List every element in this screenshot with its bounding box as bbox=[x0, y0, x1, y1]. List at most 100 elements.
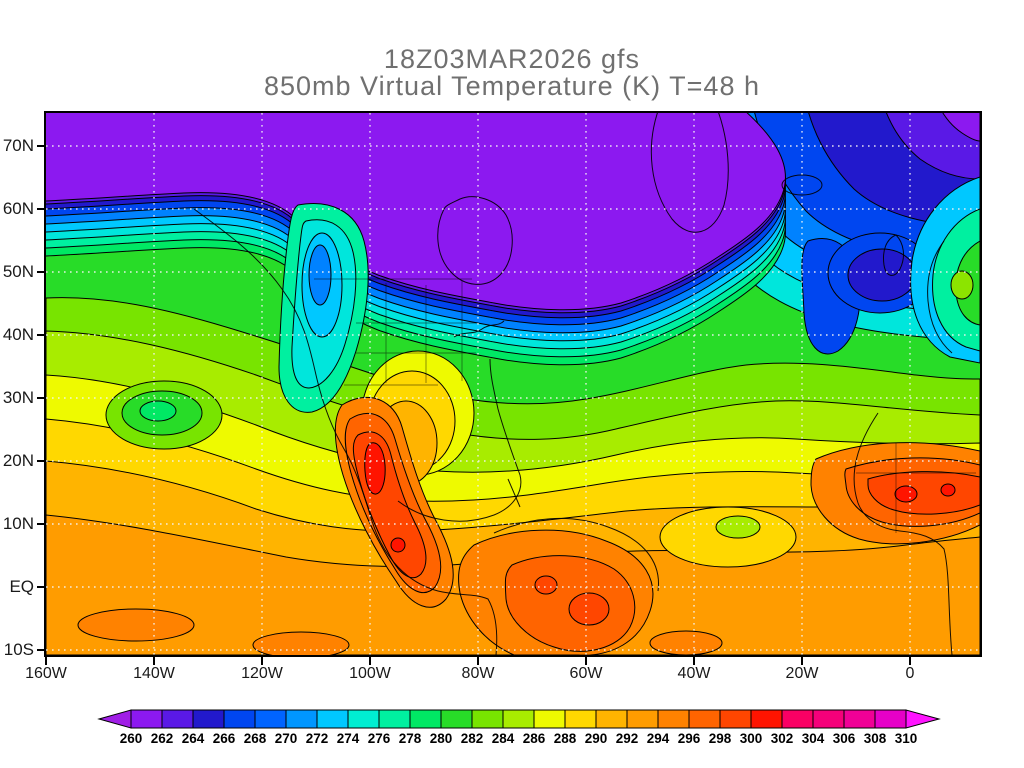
colorbar-tick-label: 296 bbox=[678, 731, 701, 746]
lat-label: 30N bbox=[2, 388, 34, 407]
colorbar-cell bbox=[905, 709, 941, 729]
colorbar-tick-label: 290 bbox=[585, 731, 608, 746]
lon-label: 20W bbox=[785, 665, 819, 682]
colorbar-cell bbox=[285, 709, 318, 729]
colorbar-tick-label: 292 bbox=[616, 731, 639, 746]
africa-hot-blob-shape bbox=[894, 485, 918, 503]
lon-tick bbox=[153, 657, 155, 665]
lon-label: 160W bbox=[25, 665, 67, 682]
temperature-contour-map bbox=[46, 113, 980, 655]
scandinavia-strips-shape bbox=[950, 270, 974, 300]
pacific-green-eddy bbox=[105, 380, 223, 450]
tropic-texture-patches-shape bbox=[77, 608, 195, 642]
colorbar-tick-label: 274 bbox=[337, 731, 360, 746]
coastlines-shape bbox=[781, 174, 823, 196]
lat-label: 70N bbox=[2, 136, 34, 155]
colorbar-tick-label: 272 bbox=[306, 731, 329, 746]
colorbar-cell bbox=[626, 709, 659, 729]
colorbar-cell bbox=[843, 709, 876, 729]
lon-tick bbox=[693, 657, 695, 665]
colorbar-tick-label: 298 bbox=[709, 731, 732, 746]
south-america-hot-blob-shape bbox=[534, 575, 558, 595]
colorbar-tick-label: 294 bbox=[647, 731, 670, 746]
colorbar-tick-label: 270 bbox=[275, 731, 298, 746]
lat-tick bbox=[37, 586, 45, 588]
lon-label: 140W bbox=[133, 665, 175, 682]
coastlines-shape bbox=[489, 358, 521, 476]
colorbar-tick-label: 284 bbox=[492, 731, 515, 746]
coastlines-shape bbox=[927, 240, 953, 354]
colorbar-tick-label: 286 bbox=[523, 731, 546, 746]
pacific-green-eddy-shape bbox=[139, 400, 177, 422]
coastlines bbox=[193, 113, 953, 655]
colorbar-tick-label: 306 bbox=[833, 731, 856, 746]
lat-tick bbox=[37, 649, 45, 651]
lon-tick bbox=[585, 657, 587, 665]
colorbar: 260 262 264 266 268 270 272 274 276 278 280 282 284 2… bbox=[93, 709, 953, 762]
mexico-hot-ridge-shape bbox=[364, 442, 386, 495]
lon-tick bbox=[477, 657, 479, 665]
colorbar-cell bbox=[440, 709, 473, 729]
colorbar-cell bbox=[192, 709, 225, 729]
rockies-cold-tongue-shape bbox=[308, 244, 332, 306]
colorbar-cell bbox=[378, 709, 411, 729]
lon-tick bbox=[369, 657, 371, 665]
colorbar-cell bbox=[688, 709, 721, 729]
colorbar-cell bbox=[97, 709, 132, 729]
plot-title-field: 850mb Virtual Temperature (K) T=48 h bbox=[263, 71, 760, 101]
colorbar-tick-label: 262 bbox=[151, 731, 174, 746]
tropic-texture-patches-shape bbox=[252, 631, 350, 655]
rockies-cold-tongue bbox=[278, 203, 369, 413]
colorbar-cell bbox=[719, 709, 752, 729]
lat-tick bbox=[37, 145, 45, 147]
colorbar-tick-label: 288 bbox=[554, 731, 577, 746]
africa-hot-blob-shape bbox=[940, 483, 956, 497]
colorbar-tick-label: 278 bbox=[399, 731, 422, 746]
lon-tick bbox=[45, 657, 47, 665]
lon-label: 0 bbox=[905, 665, 915, 682]
tropic-texture-patches-shape bbox=[715, 515, 761, 539]
scandinavia-strips bbox=[910, 176, 980, 364]
colorbar-cell bbox=[812, 709, 845, 729]
colorbar-cell bbox=[347, 709, 380, 729]
colorbar-tick-label: 304 bbox=[802, 731, 825, 746]
lon-label: 120W bbox=[241, 665, 283, 682]
colorbar-cell bbox=[657, 709, 690, 729]
colorbar-cell bbox=[223, 709, 256, 729]
lat-tick bbox=[37, 397, 45, 399]
lon-label: 80W bbox=[461, 665, 495, 682]
lon-tick bbox=[261, 657, 263, 665]
coastlines-shape bbox=[397, 474, 522, 522]
colorbar-cell bbox=[595, 709, 628, 729]
colorbar-cell bbox=[254, 709, 287, 729]
colorbar-tick-label: 300 bbox=[740, 731, 763, 746]
colorbar-tick-label: 310 bbox=[895, 731, 918, 746]
south-america-hot-blob-shape bbox=[568, 592, 610, 626]
colorbar-tick-label: 302 bbox=[771, 731, 794, 746]
colorbar-svg: 260 262 264 266 268 270 272 274 276 278 280 282 284 2… bbox=[97, 709, 941, 746]
colorbar-cell bbox=[564, 709, 597, 729]
lat-label: 40N bbox=[2, 325, 34, 344]
colorbar-cell bbox=[130, 709, 163, 729]
coastlines-shape bbox=[650, 113, 729, 233]
polar-cold-core-shape bbox=[46, 113, 786, 311]
lon-label: 60W bbox=[569, 665, 603, 682]
atlantic-cold-wedge-shape bbox=[847, 248, 917, 302]
colorbar-tick-label: 280 bbox=[430, 731, 453, 746]
lat-tick bbox=[37, 523, 45, 525]
colorbar-tick-label: 282 bbox=[461, 731, 484, 746]
tropic-texture-patches-shape bbox=[649, 630, 723, 655]
colorbar-tick-label: 260 bbox=[120, 731, 143, 746]
lon-label: 40W bbox=[677, 665, 711, 682]
coastlines-shape bbox=[853, 412, 953, 655]
lat-label: 50N bbox=[2, 262, 34, 281]
mexico-hot-ridge-shape bbox=[390, 537, 406, 553]
colorbar-cell bbox=[502, 709, 535, 729]
africa-hot-blob bbox=[810, 442, 980, 545]
political-borders bbox=[314, 278, 976, 533]
colorbar-cell bbox=[781, 709, 814, 729]
plot-title-run: 18Z03MAR2026 gfs bbox=[383, 44, 641, 74]
coastlines-shape bbox=[883, 234, 904, 276]
lat-label: 20N bbox=[2, 451, 34, 470]
